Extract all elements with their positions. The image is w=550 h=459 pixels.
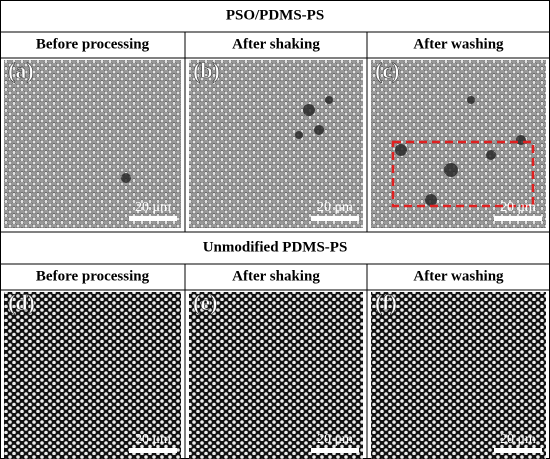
section-title: Unmodified PDMS-PS xyxy=(203,239,348,255)
defect xyxy=(444,163,458,177)
defect xyxy=(486,150,496,160)
column-header: After shaking xyxy=(232,268,320,284)
scale-bar xyxy=(129,216,177,221)
scale-bar-label: 20 μm xyxy=(317,200,353,215)
micrograph xyxy=(371,292,546,459)
scale-bar-label: 20 μm xyxy=(135,432,171,447)
panel-label: (a) xyxy=(8,58,34,83)
panel-label: (e) xyxy=(193,290,217,315)
scale-bar-label: 20 μm xyxy=(500,200,536,215)
defect xyxy=(425,194,437,206)
defect xyxy=(516,135,526,145)
defect xyxy=(121,173,131,183)
micrograph xyxy=(4,60,181,228)
scale-bar xyxy=(494,216,542,221)
micrograph xyxy=(189,292,363,459)
defect xyxy=(325,96,333,104)
defect xyxy=(303,104,315,116)
section-title: PSO/PDMS-PS xyxy=(226,7,324,23)
defect xyxy=(467,96,475,104)
scale-bar xyxy=(311,448,359,453)
scale-bar xyxy=(311,216,359,221)
column-header: Before processing xyxy=(36,268,150,284)
column-header: Before processing xyxy=(36,36,150,52)
scale-bar-label: 20 μm xyxy=(135,200,171,215)
defect xyxy=(295,131,303,139)
scale-bar-label: 20 μm xyxy=(500,432,536,447)
micrograph xyxy=(189,60,363,228)
column-header: After washing xyxy=(413,36,504,52)
micrograph xyxy=(371,60,546,228)
scale-bar xyxy=(494,448,542,453)
column-header: After shaking xyxy=(232,36,320,52)
panel-label: (c) xyxy=(375,58,399,83)
panel-label: (b) xyxy=(193,58,220,83)
defect xyxy=(314,125,324,135)
panel-label: (f) xyxy=(375,290,397,315)
panel-label: (d) xyxy=(8,290,35,315)
column-header: After washing xyxy=(413,268,504,284)
micrograph xyxy=(4,292,181,459)
highlight-box xyxy=(391,140,535,208)
defect xyxy=(395,144,407,156)
scale-bar xyxy=(129,448,177,453)
scale-bar-label: 20 μm xyxy=(317,432,353,447)
